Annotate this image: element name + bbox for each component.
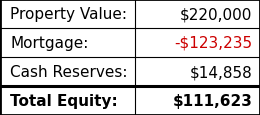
Text: Cash Reserves:: Cash Reserves: xyxy=(10,64,128,79)
Text: Mortgage:: Mortgage: xyxy=(10,36,89,51)
Text: Property Value:: Property Value: xyxy=(10,7,127,22)
Text: $14,858: $14,858 xyxy=(190,64,252,79)
Text: Total Equity:: Total Equity: xyxy=(10,93,118,108)
Text: $220,000: $220,000 xyxy=(180,7,252,22)
Text: -$123,235: -$123,235 xyxy=(174,36,252,51)
Text: $111,623: $111,623 xyxy=(172,93,252,108)
